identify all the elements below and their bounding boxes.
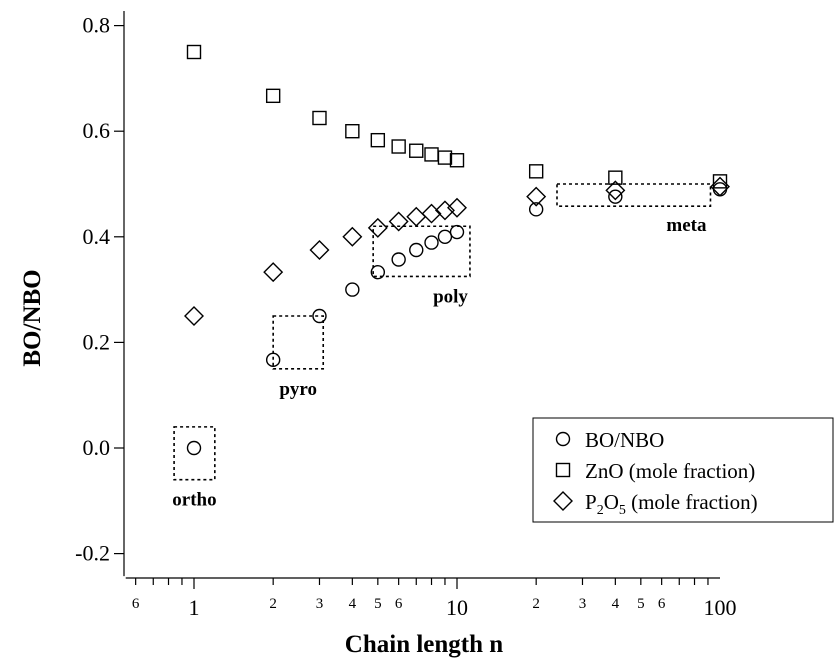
x-minor-tick-label: 2 <box>532 596 540 612</box>
data-point-diamond <box>406 206 427 227</box>
data-point-circle <box>345 282 360 297</box>
x-minor-tick-label: 6 <box>658 596 666 612</box>
data-point-diamond <box>526 186 547 207</box>
region-box-poly <box>372 225 471 278</box>
series-circle <box>186 182 728 456</box>
y-tick-label: -0.2 <box>75 541 110 566</box>
data-point-circle <box>424 235 439 250</box>
data-point-square <box>528 164 544 179</box>
data-point-diamond <box>605 180 626 201</box>
region-label-pyro: pyro <box>279 379 317 400</box>
y-tick-label: 0.8 <box>83 13 111 38</box>
data-point-diamond <box>309 240 330 260</box>
legend-circle-icon <box>555 431 571 447</box>
data-point-circle <box>391 252 406 267</box>
region-label-ortho: ortho <box>172 490 216 511</box>
y-tick-label: 0.4 <box>83 224 111 249</box>
x-minor-tick-label: 5 <box>637 596 645 612</box>
legend-label: BO/NBO <box>585 428 664 452</box>
legend-square-icon <box>555 462 571 478</box>
legend-label: P2O5 (mole fraction) <box>585 490 758 518</box>
y-axis-title: BO/NBO <box>19 269 46 366</box>
data-point-square <box>312 110 327 126</box>
data-point-square <box>712 174 728 189</box>
data-point-square <box>186 44 202 60</box>
data-point-diamond <box>342 226 363 247</box>
region-label-poly: poly <box>433 286 468 307</box>
x-minor-tick-label: 3 <box>579 596 587 612</box>
data-point-circle <box>186 440 202 456</box>
y-tick-label: 0.6 <box>83 118 111 143</box>
legend: BO/NBO ZnO (mole fraction) P2O5 (mole frac… <box>532 417 834 523</box>
series-square <box>186 44 728 189</box>
data-point-circle <box>437 229 453 245</box>
data-point-square <box>409 143 424 158</box>
data-point-diamond <box>367 217 388 238</box>
data-point-circle <box>265 352 281 368</box>
data-point-circle <box>712 182 728 197</box>
data-point-square <box>424 147 439 162</box>
x-minor-tick-label: 3 <box>316 596 324 612</box>
data-point-diamond <box>434 200 455 221</box>
x-axis-title: Chain length n <box>345 631 503 658</box>
data-point-diamond <box>263 262 284 283</box>
data-point-square <box>391 139 406 154</box>
y-tick-label: 0.2 <box>83 329 111 354</box>
data-point-square <box>345 123 360 139</box>
x-minor-tick-label: 4 <box>349 596 357 612</box>
region-label-meta: meta <box>666 215 707 236</box>
series-diamond <box>184 176 730 326</box>
legend-box <box>532 417 834 523</box>
x-minor-tick-label: 5 <box>374 596 382 612</box>
data-point-diamond <box>388 211 409 232</box>
data-point-square <box>608 170 623 185</box>
data-point-circle <box>528 202 544 217</box>
data-point-square <box>437 150 453 165</box>
region-box-pyro <box>272 315 325 370</box>
x-minor-tick-label: 6 <box>132 596 140 612</box>
region-boxes: ortho pyro poly meta <box>172 183 712 511</box>
data-point-square <box>449 153 465 168</box>
y-tick-label: 0.0 <box>83 435 111 460</box>
data-point-diamond <box>447 197 467 218</box>
data-point-circle <box>608 189 623 204</box>
data-point-circle <box>370 264 386 280</box>
x-minor-tick-label: 2 <box>269 596 277 612</box>
data-point-circle <box>449 224 465 240</box>
data-point-circle <box>312 308 327 324</box>
data-point-square <box>265 88 281 104</box>
x-minor-tick-label: 6 <box>395 596 403 612</box>
x-tick-label: 10 <box>446 595 468 620</box>
region-box-ortho <box>173 426 216 481</box>
data-point-circle <box>409 242 424 258</box>
x-tick-label: 1 <box>189 595 200 620</box>
data-point-diamond <box>421 203 442 224</box>
data-markers <box>184 44 730 456</box>
region-box-meta <box>556 183 712 207</box>
data-point-diamond <box>184 306 204 326</box>
x-minor-tick-label: 4 <box>612 596 620 612</box>
data-point-diamond <box>710 176 730 197</box>
legend-diamond-icon <box>553 491 573 511</box>
x-tick-label: 100 <box>704 595 737 620</box>
data-point-square <box>370 132 386 148</box>
legend-label: ZnO (mole fraction) <box>585 459 755 483</box>
